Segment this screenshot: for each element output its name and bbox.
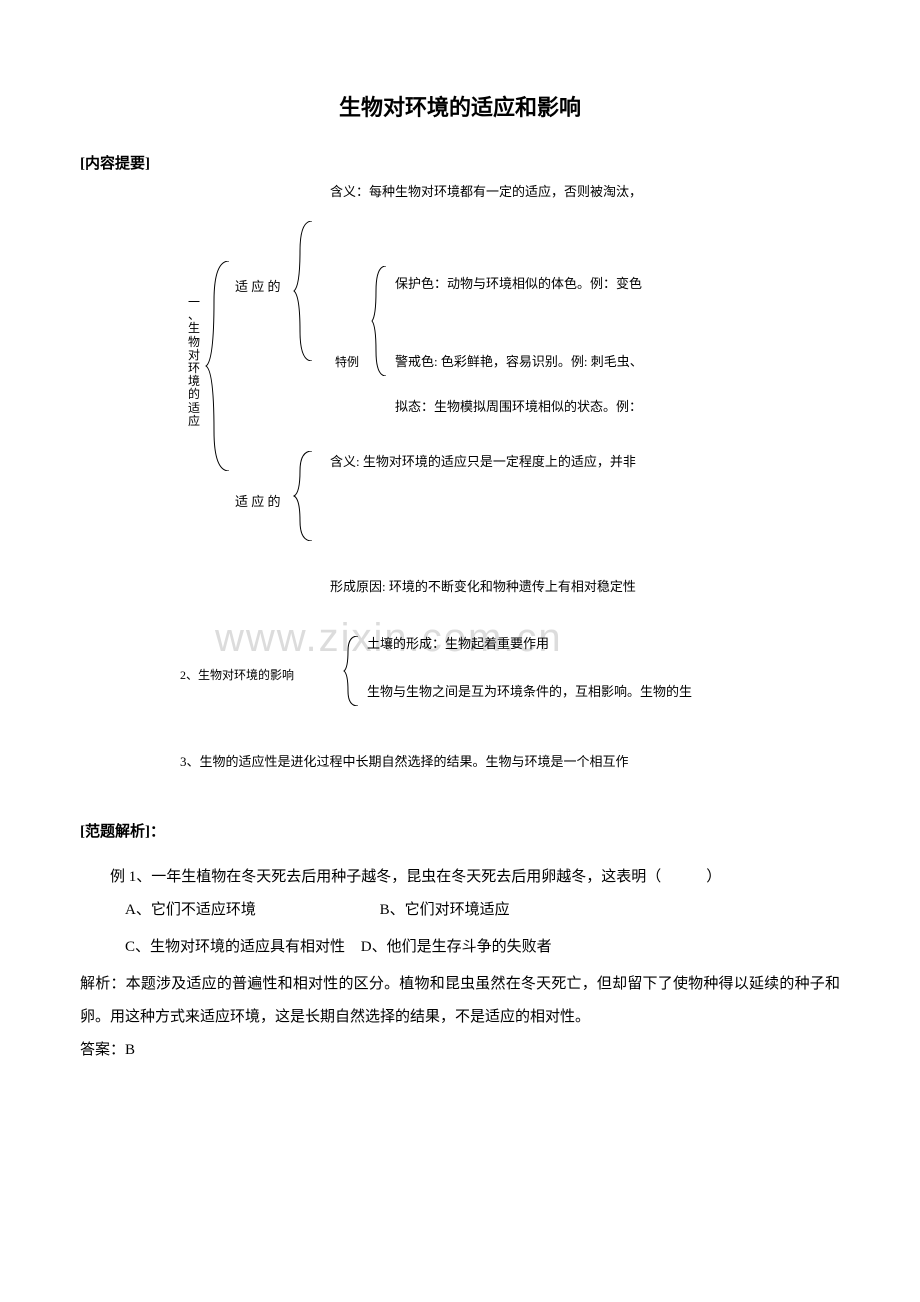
bracket-icon xyxy=(204,261,234,471)
option-b: B、它们对环境适应 xyxy=(380,902,510,918)
item3-text: 3、生物的适应性是进化过程中长期自然选择的结果。生物与环境是一个相互作 xyxy=(180,751,840,770)
content-summary-label: [内容提要] xyxy=(80,152,840,173)
bracket-icon xyxy=(370,266,390,376)
example-1: 例 1、一年生植物在冬天死去后用种子越冬，昆虫在冬天死去后用卵越冬，这表明（ ）… xyxy=(80,861,840,1067)
adapt-label-2: 适 应 的 xyxy=(235,491,281,510)
meaning-text-1: 含义：每种生物对环境都有一定的适应，否则被淘汰， xyxy=(330,181,642,200)
example-question: 例 1、一年生植物在冬天死去后用种子越冬，昆虫在冬天死去后用卵越冬，这表明（ ） xyxy=(80,861,840,894)
mimicry-text: 拟态：生物模拟周围环境相似的状态。例： xyxy=(395,396,642,415)
bracket-icon xyxy=(342,636,362,706)
vertical-topic-label: 一、生物对环境的适应 xyxy=(188,296,200,428)
options-block: A、它们不适应环境 B、它们对环境适应 C、生物对环境的适应具有相对性 D、他们… xyxy=(125,894,840,964)
warning-color-text: 警戒色: 色彩鲜艳，容易识别。例: 刺毛虫、 xyxy=(395,351,643,370)
page-title: 生物对环境的适应和影响 xyxy=(80,90,840,122)
answer-text: 答案：B xyxy=(80,1034,840,1067)
item2-label: 2、生物对环境的影响 xyxy=(180,666,294,683)
option-c: C、生物对环境的适应具有相对性 xyxy=(125,939,345,955)
soil-text: 土壤的形成：生物起着重要作用 xyxy=(367,633,549,652)
bracket-icon xyxy=(292,451,317,541)
concept-diagram-1: 含义：每种生物对环境都有一定的适应，否则被淘汰， 一、生物对环境的适应 适 应 … xyxy=(80,181,840,621)
mutual-text: 生物与生物之间是互为环境条件的，互相影响。生物的生 xyxy=(367,681,692,700)
adapt-label-1: 适 应 的 xyxy=(235,276,281,295)
example-analysis-label: [范题解析]： xyxy=(80,820,840,841)
option-a: A、它们不适应环境 xyxy=(125,902,256,918)
analysis-text: 解析：本题涉及适应的普遍性和相对性的区分。植物和昆虫虽然在冬天死亡，但却留下了使… xyxy=(80,968,840,1034)
bracket-icon xyxy=(292,221,317,361)
concept-diagram-2: 2、生物对环境的影响 土壤的形成：生物起着重要作用 生物与生物之间是互为环境条件… xyxy=(80,621,840,731)
meaning-text-2: 含义: 生物对环境的适应只是一定程度上的适应，并非 xyxy=(330,451,636,470)
option-d: D、他们是生存斗争的失败者 xyxy=(361,939,552,955)
special-case-label: 特例 xyxy=(335,353,359,370)
protect-color-text: 保护色：动物与环境相似的体色。例：变色 xyxy=(395,273,642,292)
document-page: 生物对环境的适应和影响 [内容提要] 含义：每种生物对环境都有一定的适应，否则被… xyxy=(0,0,920,1302)
cause-text: 形成原因: 环境的不断变化和物种遗传上有相对稳定性 xyxy=(330,576,636,595)
